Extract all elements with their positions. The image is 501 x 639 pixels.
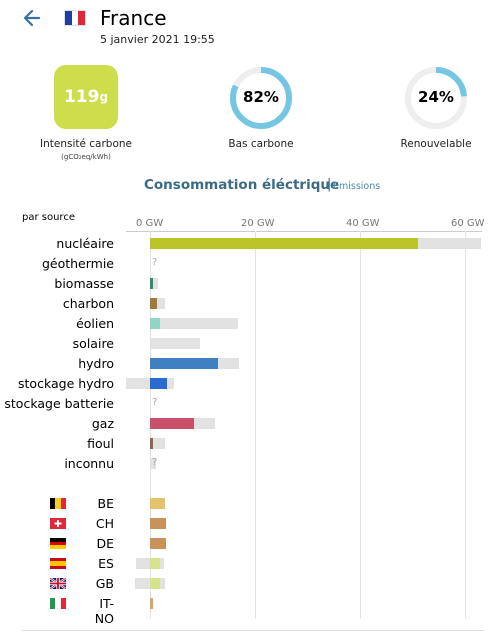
production-bar[interactable] [150,298,157,309]
exchange-country-label: DE [96,536,114,551]
source-label: fioul [87,436,114,451]
exchange-bar[interactable] [150,558,160,569]
missing-data-marker: ? [152,397,158,408]
missing-data-marker: ? [152,457,158,468]
datetime: 5 janvier 2021 19:55 [100,33,215,46]
source-label: géothermie [41,256,114,271]
capacity-bar [150,458,157,469]
axis-tick-label: 60 GW [451,218,485,229]
production-bar[interactable] [150,358,218,369]
source-label: biomasse [54,276,114,291]
tab-emissions[interactable]: Emissions [333,181,381,192]
production-bar[interactable] [150,238,418,249]
production-bar[interactable] [150,378,167,389]
source-label: solaire [72,336,114,351]
production-bar[interactable] [150,278,154,289]
tab-separator: | [327,177,332,192]
exchange-bar[interactable] [150,498,166,509]
capacity-bar [150,298,165,309]
low-carbon-ring: 82% [228,65,294,131]
france-flag-icon [64,10,86,26]
exchange-country-label: IT-NO [94,596,114,626]
renewable-label: Renouvelable [400,138,472,150]
carbon-intensity-unit-label: (gCO₂eq/kWh) [61,153,111,161]
bottom-divider [22,630,484,631]
grid-line [465,231,466,619]
carbon-intensity-unit: g [99,90,109,104]
exchange-country-label: BE [97,496,114,511]
exchange-bar[interactable] [150,578,160,589]
source-label: inconnu [64,456,114,471]
carbon-intensity-label: Intensité carbone [39,138,132,150]
ch-flag-icon [50,518,66,529]
low-carbon-value: 82% [243,88,279,106]
source-label: charbon [62,296,114,311]
missing-data-marker: ? [152,257,158,268]
renewable-value: 24% [418,88,454,106]
back-arrow-icon[interactable] [22,6,42,30]
source-label: stockage hydro [18,376,114,391]
renewable-ring: 24% [403,65,469,131]
tab-consumption[interactable]: Consommation éléctrique [144,177,340,193]
grid-line [360,231,361,619]
capacity-bar [150,318,239,329]
exchange-country-label: ES [98,556,114,571]
axis-tick-label: 20 GW [241,218,275,229]
exchange-bar[interactable] [150,598,154,609]
exchange-country-label: GB [95,576,114,591]
it-no-flag-icon [50,598,66,609]
exchange-country-label: CH [95,516,114,531]
capacity-bar [150,338,200,349]
negative-capacity-bar [125,378,150,389]
production-bar[interactable] [150,438,153,449]
carbon-intensity-value: 119 [63,87,100,107]
capacity-bar [150,278,158,289]
exchange-bar[interactable] [150,538,167,549]
axis-tick-label: 40 GW [346,218,380,229]
source-label: hydro [78,356,114,371]
source-label: stockage batterie [4,396,114,411]
exchange-negative-capacity-bar [135,558,150,569]
capacity-bar [150,438,166,449]
grid-line [255,231,256,619]
exchange-negative-capacity-bar [134,578,150,589]
source-label: gaz [91,416,114,431]
section-label: par source [22,212,75,223]
production-bar[interactable] [150,418,195,429]
low-carbon-label: Bas carbone [228,138,294,150]
be-flag-icon [50,498,66,509]
es-flag-icon [50,558,66,569]
country-title: France [100,6,167,30]
source-label: éolien [76,316,114,331]
axis-tick-label: 0 GW [136,218,164,229]
gb-flag-icon [50,578,66,589]
de-flag-icon [50,538,66,550]
exchange-bar[interactable] [150,518,167,529]
carbon-intensity-badge: 119 g [54,65,118,129]
source-label: nucléaire [56,236,114,251]
axis-line [126,231,482,232]
production-bar[interactable] [150,318,160,329]
